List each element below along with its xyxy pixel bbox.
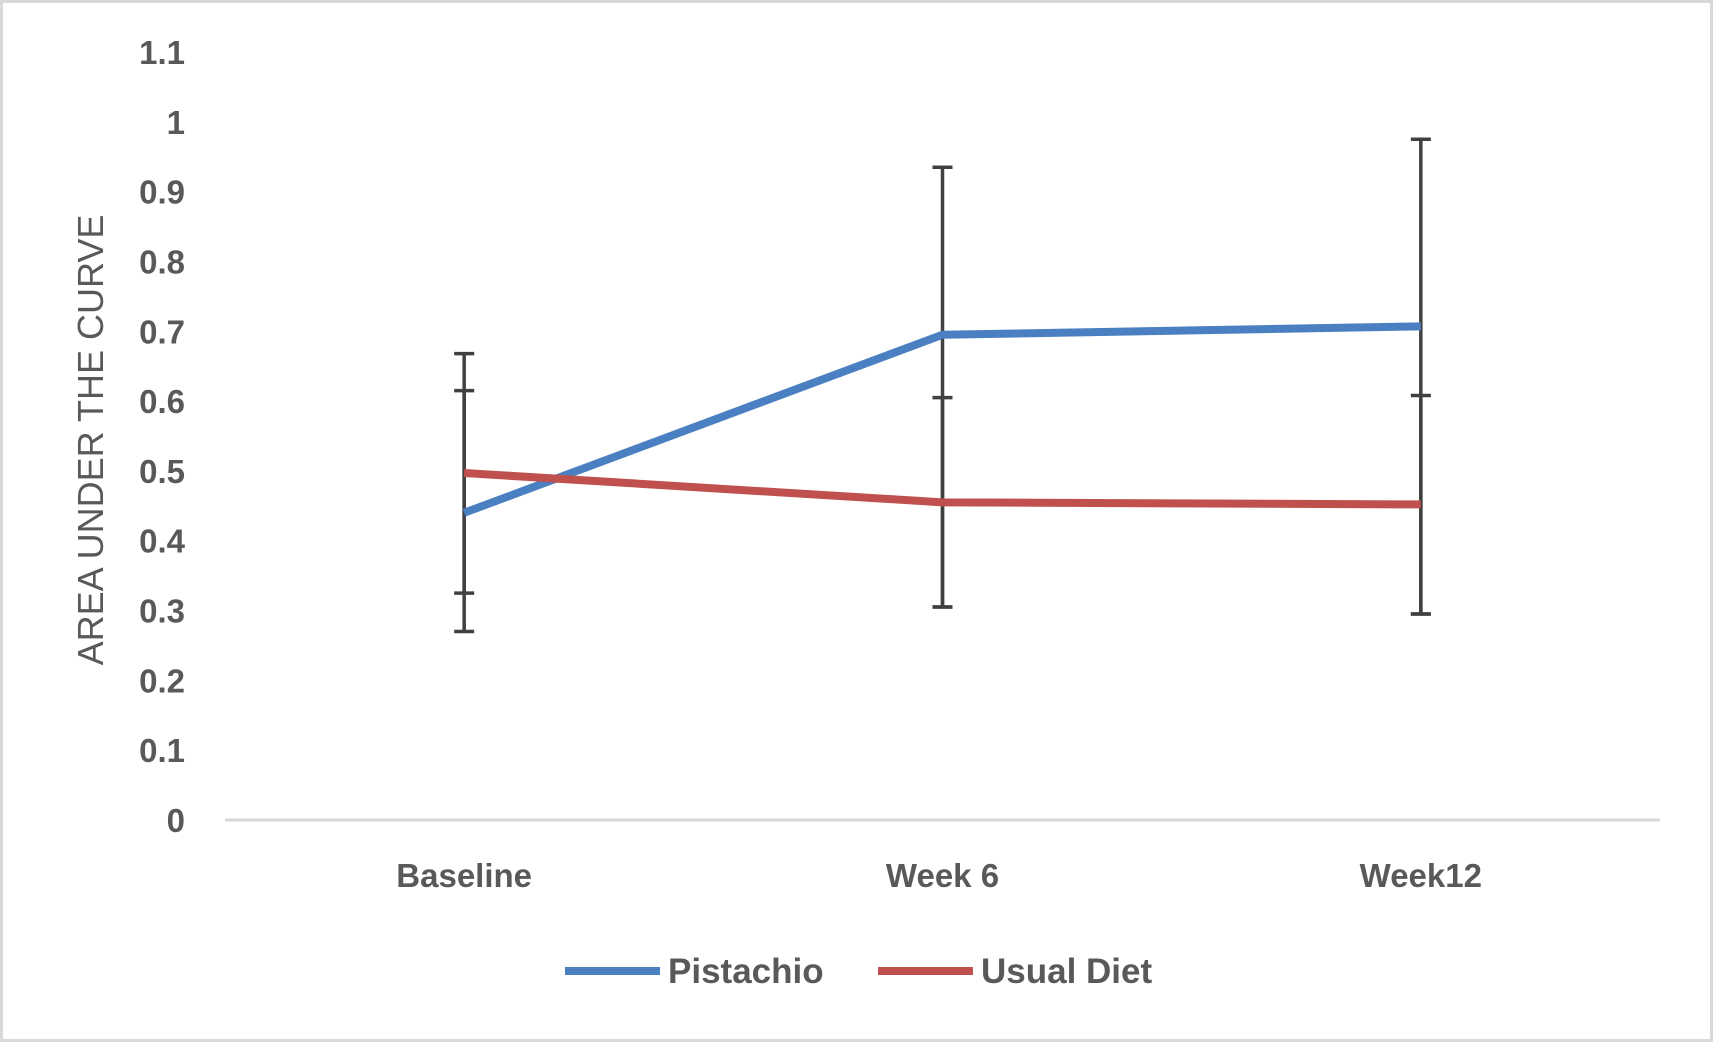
y-tick-label: 0.6 <box>139 383 185 420</box>
error-bars <box>454 137 1431 634</box>
x-tick-label: Week12 <box>1360 857 1482 894</box>
series-line <box>462 322 1421 517</box>
y-tick-label: 0.7 <box>139 313 185 350</box>
y-tick-label: 0.5 <box>139 453 185 490</box>
x-tick-label: Baseline <box>396 857 532 894</box>
y-tick-label: 0.2 <box>139 662 185 699</box>
x-axis-ticks: Baseline Week 6 Week12 <box>396 857 1482 894</box>
y-tick-label: 0.4 <box>139 523 186 560</box>
y-tick-label: 0.8 <box>139 243 185 280</box>
y-tick-label: 0.9 <box>139 174 185 211</box>
series-lines <box>462 322 1421 517</box>
y-tick-label: 1 <box>167 104 185 141</box>
legend-label: Usual Diet <box>981 952 1152 991</box>
error-bar <box>1410 393 1431 616</box>
y-tick-label: 1.1 <box>139 34 185 71</box>
legend-item: Usual Diet <box>878 952 1152 991</box>
y-axis-title: AREA UNDER THE CURVE <box>70 215 111 666</box>
y-tick-label: 0 <box>167 802 185 839</box>
y-tick-label: 0.1 <box>139 732 185 769</box>
legend-label: Pistachio <box>668 952 824 991</box>
legend: Pistachio Usual Diet <box>565 952 1152 991</box>
y-tick-label: 0.3 <box>139 593 185 630</box>
y-axis-ticks: 0 0.1 0.2 0.3 0.4 0.5 0.6 0.7 0.8 0.9 1 1.1 <box>139 34 186 839</box>
x-tick-label: Week 6 <box>886 857 999 894</box>
legend-item: Pistachio <box>565 952 824 991</box>
series-line <box>463 469 1421 509</box>
